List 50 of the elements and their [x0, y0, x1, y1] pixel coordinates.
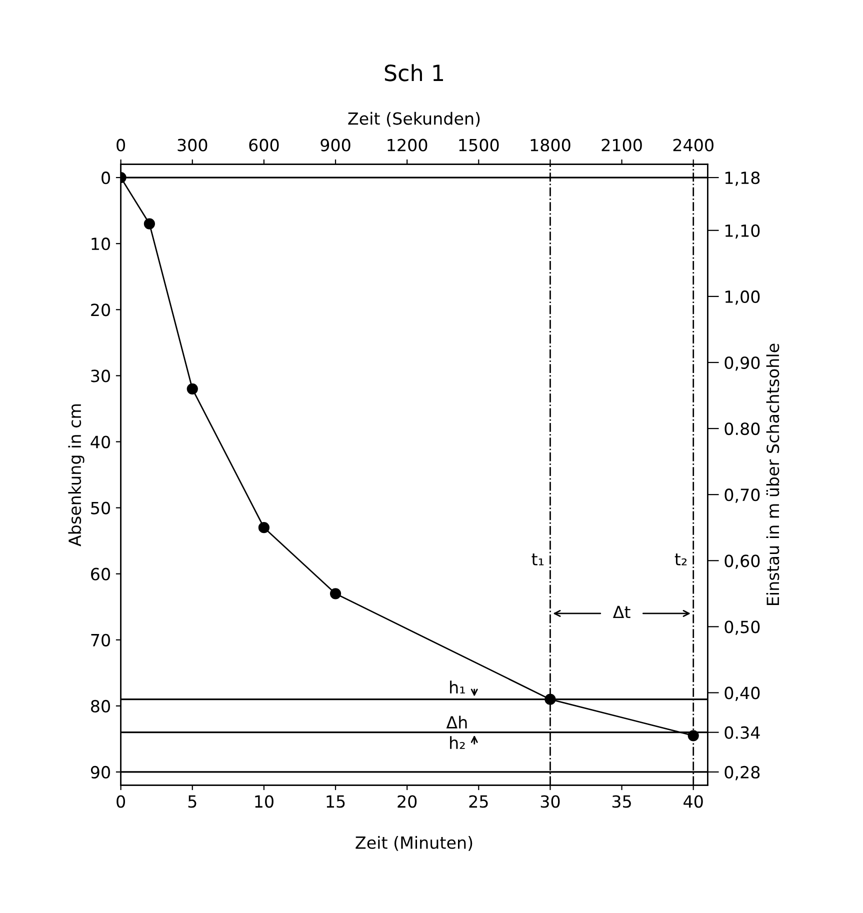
- x-tick-label: 10: [255, 795, 274, 808]
- y-axis-title: Absenkung in cm: [68, 404, 84, 546]
- y2-tick-label: 1,10: [725, 224, 760, 239]
- y2-tick-label: 1,18: [725, 172, 760, 186]
- x2-tick-label: 2100: [602, 138, 642, 152]
- x-tick-label: 20: [398, 795, 417, 808]
- chart-title: Sch 1: [384, 64, 443, 82]
- annotation: Δh: [446, 716, 467, 728]
- x-tick-label: 40: [684, 795, 703, 808]
- y2-axis-title: Einstau in m über Schachtsohle: [766, 344, 780, 605]
- y2-tick-label: 0,40: [724, 686, 760, 701]
- x2-tick-label: 1800: [530, 138, 570, 152]
- y2-tick-label: 0,28: [724, 766, 760, 780]
- annotation: h₂: [450, 736, 465, 749]
- y2-tick-label: 0,50: [724, 620, 760, 635]
- y-tick-label: 0: [102, 172, 110, 184]
- y2-tick-label: 0,60: [724, 554, 760, 569]
- x-tick-label: 15: [326, 795, 345, 808]
- annotation: Δt: [612, 606, 630, 618]
- x2-tick-label: 2400: [673, 138, 714, 152]
- y-tick-label: 60: [91, 568, 110, 580]
- y2-tick-label: 0,90: [724, 356, 760, 371]
- y-tick-label: 90: [90, 766, 110, 779]
- x2-axis-title: Zeit (Sekunden): [348, 112, 480, 127]
- y-tick-label: 20: [91, 304, 110, 316]
- y-tick-label: 70: [91, 634, 110, 646]
- x2-tick-label: 900: [320, 138, 350, 152]
- x-tick-label: 0: [116, 795, 126, 808]
- y-tick-label: 50: [91, 502, 110, 514]
- y-tick-label: 30: [91, 370, 110, 382]
- x-tick-label: 5: [188, 795, 196, 808]
- y-tick-label: 80: [91, 700, 110, 712]
- x-tick-label: 35: [612, 795, 631, 808]
- y-tick-label: 40: [90, 436, 110, 448]
- ref-line-label: t₁: [532, 554, 544, 566]
- annotation: h₁: [450, 680, 465, 694]
- y2-tick-label: 0,70: [724, 488, 760, 503]
- y2-tick-label: 1,00: [725, 290, 760, 305]
- x-tick-label: 25: [469, 795, 488, 808]
- y-tick-label: 10: [92, 238, 110, 250]
- x2-tick-label: 600: [249, 138, 279, 152]
- x2-tick-label: 1500: [459, 138, 499, 152]
- y2-tick-label: 0.80: [724, 422, 760, 436]
- y2-tick-label: 0.34: [724, 726, 760, 739]
- x2-tick-label: 0: [116, 138, 126, 152]
- x2-tick-label: 1200: [388, 138, 428, 152]
- x-tick-label: 30: [540, 795, 560, 808]
- ref-line-label: t₂: [674, 554, 687, 566]
- x2-tick-label: 300: [178, 138, 208, 152]
- x-axis-title: Zeit (Minuten): [356, 836, 472, 851]
